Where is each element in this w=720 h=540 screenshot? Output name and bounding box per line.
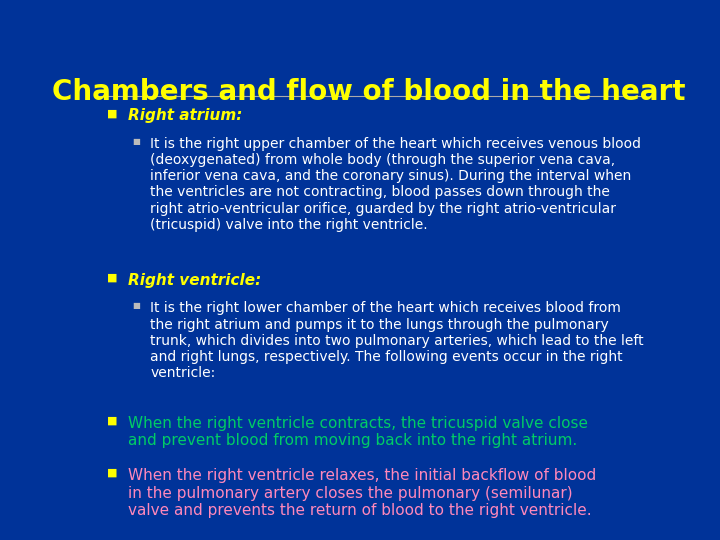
Text: Right ventricle:: Right ventricle: [128,273,261,288]
Text: When the right ventricle contracts, the tricuspid valve close
and prevent blood : When the right ventricle contracts, the … [128,416,588,448]
Text: It is the right upper chamber of the heart which receives venous blood
(deoxygen: It is the right upper chamber of the hea… [150,137,642,232]
Text: Chambers and flow of blood in the heart: Chambers and flow of blood in the heart [53,78,685,106]
Text: ■: ■ [107,416,117,426]
Text: ■: ■ [132,137,140,146]
Text: ■: ■ [107,273,117,283]
Text: ■: ■ [132,301,140,310]
Text: ■: ■ [107,109,117,118]
Text: ■: ■ [107,468,117,478]
Text: When the right ventricle relaxes, the initial backflow of blood
in the pulmonary: When the right ventricle relaxes, the in… [128,468,596,518]
Text: It is the right lower chamber of the heart which receives blood from
the right a: It is the right lower chamber of the hea… [150,301,644,380]
Text: Right atrium:: Right atrium: [128,109,243,124]
